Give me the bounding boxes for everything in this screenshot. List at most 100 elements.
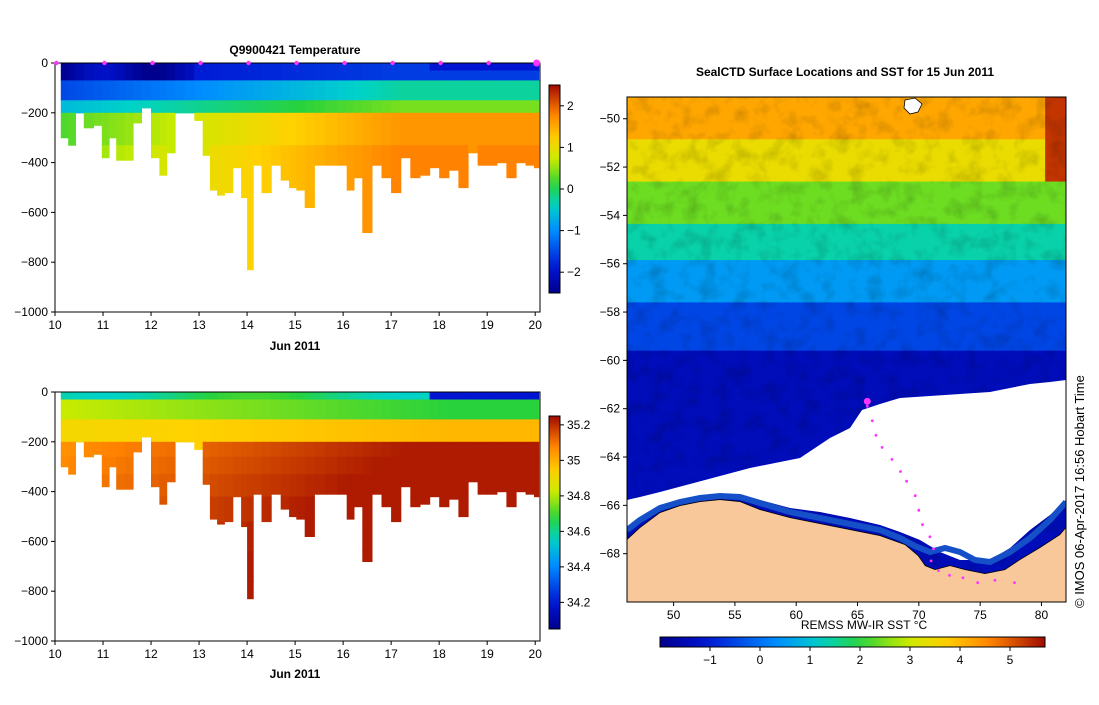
salinity-cell [261,419,272,430]
salinity-cell [280,441,290,458]
x-tick-label: 10 [48,318,62,332]
temperature-cell [141,70,152,82]
temperature-cell [391,70,402,82]
temperature-cell [410,80,421,91]
salinity-cell [487,409,498,420]
temperature-cell [247,252,254,271]
track-point [976,581,980,585]
salinity-cell [525,409,535,420]
temperature-cell [261,112,272,129]
temperature-cell [224,70,234,82]
temperature-cell [116,80,126,91]
colorbar-tick-label: 1 [567,140,574,154]
temperature-cell [166,100,176,114]
salinity-cell [391,392,402,401]
temperature-cell [166,70,176,82]
temperature-cell [209,127,218,146]
salinity-cell [280,456,290,475]
temperature-cell [247,127,254,146]
temperature-cell [448,167,459,171]
x-tick-label: 16 [336,647,350,661]
salinity-cell [116,399,126,411]
salinity-cell [224,419,234,430]
colorbar-tick-label: 34.2 [567,595,591,609]
salinity-colorbar-ticks: 34.2 34.4 34.6 34.8 35 35.2 [560,418,591,609]
temperature-cell [217,112,225,129]
temperature-cell [506,145,517,169]
temperature-cell [83,112,94,129]
salinity-cell [133,392,142,401]
salinity-cell [101,456,110,475]
temperature-cell [247,90,254,101]
temperature-cell [496,127,507,146]
temperature-cell [166,80,176,91]
salinity-cell [209,474,218,498]
temperature-cell [525,63,535,72]
temperature-cell [232,145,242,169]
salinity-cell [487,474,498,495]
sst-colorbar-tick-label: 1 [807,653,814,667]
salinity-cell [410,474,421,498]
temperature-cell [534,80,540,91]
temperature-cell [314,90,326,101]
salinity-cell [209,496,218,520]
temperature-cell [516,80,527,91]
track-point [905,479,908,483]
salinity-cell [75,399,85,411]
temperature-cell [534,127,540,146]
temperature-cell [506,70,517,82]
temperature-cell [166,145,176,154]
temperature-cell [101,145,110,159]
salinity-cell [346,474,355,498]
temperature-cell [68,127,76,146]
track-point [865,404,869,408]
temperature-cell [296,100,306,114]
temperature-cell [60,63,69,72]
temperature-cell [304,145,315,169]
temperature-cell [289,145,297,169]
temperature-cell [75,70,85,82]
temperature-cell [346,80,355,91]
salinity-cell [439,419,450,430]
salinity-xlabel: Jun 2011 [270,667,321,681]
temperature-xlabel: Jun 2011 [270,339,321,353]
temperature-cell [420,80,431,91]
lat-tick-label: −62 [600,402,621,416]
salinity-cell [534,399,540,411]
salinity-cell [400,399,411,411]
temperature-cell [184,100,195,114]
temperature-cell [429,80,440,91]
salinity-cell [458,474,469,498]
salinity-cell [166,441,176,458]
salinity-cell [496,419,507,430]
temperature-cell [346,90,355,101]
temperature-cell [516,70,527,82]
salinity-cell [337,429,348,443]
salinity-cell [261,496,272,523]
salinity-cell [296,474,306,498]
temperature-cell [159,145,168,169]
temperature-cell [93,80,103,91]
temperature-cell [209,167,218,191]
salinity-cell [314,474,326,495]
temperature-cell [83,63,94,72]
salinity-cell [429,392,440,401]
salinity-cell [325,409,338,420]
salinity-cell [439,456,450,475]
temperature-cell [420,70,431,82]
salinity-cell [159,392,168,401]
temperature-cell [439,80,450,91]
salinity-cell [166,392,176,401]
sst-colorbar-tick-label: 2 [857,653,864,667]
salinity-cell [516,399,527,411]
salinity-cell [429,409,440,420]
sst-map-chart: SealCTD Surface Locations and SST for 15… [600,65,1067,667]
temperature-cell [391,63,402,72]
temperature-cell [506,112,517,129]
temperature-cell [353,167,363,179]
temperature-cell [410,127,421,146]
salinity-cell [487,456,498,475]
temperature-cell [468,90,479,101]
x-tick-label: 18 [432,647,446,661]
temperature-cell [448,145,459,169]
